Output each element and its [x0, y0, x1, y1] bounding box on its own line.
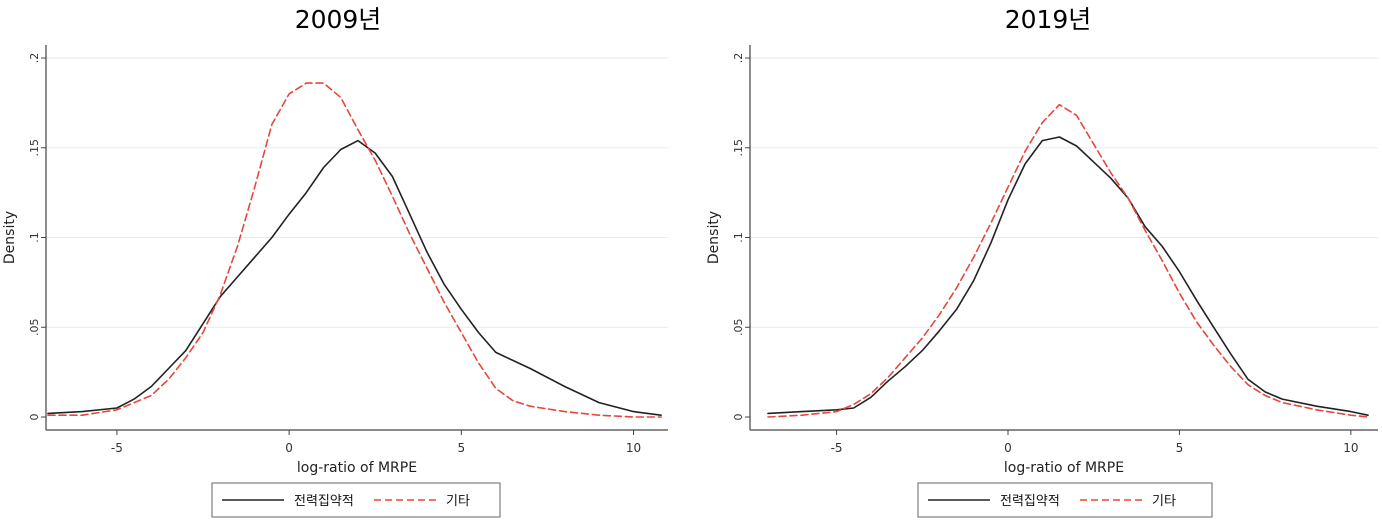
- y-axis-label: Density: [2, 211, 18, 264]
- y-tick-label: .2: [28, 53, 41, 64]
- legend: 전력집약적 기타: [211, 482, 501, 518]
- y-tick-label: .15: [28, 139, 41, 157]
- x-tick-label: 10: [626, 441, 641, 455]
- y-tick-label: .05: [28, 319, 41, 337]
- y-tick-label: 0: [732, 414, 745, 421]
- chart-svg: 2009년 0 .05 .1 .15 .2 -5 0 5 10 log-ratio of MRPE D…: [2, 5, 668, 518]
- legend: 전력집약적 기타: [917, 482, 1213, 518]
- legend-label-power-intensive: 전력집약적: [1000, 494, 1060, 509]
- x-axis-label: log-ratio of MRPE: [297, 460, 417, 476]
- series-line-power-intensive: [767, 136, 1369, 417]
- x-tick-label: 0: [1004, 441, 1012, 455]
- chart-title: 2019년: [1005, 5, 1092, 34]
- legend-label-power-intensive: 전력집약적: [294, 494, 354, 509]
- y-tick-label: .15: [732, 139, 745, 157]
- legend-label-other: 기타: [446, 494, 470, 509]
- x-tick-label: -5: [111, 441, 123, 455]
- chart-panel-2019: 2019년 0 .05 .1 .15 .2 -5 0 5 10 log-ratio of MRPE D…: [700, 0, 1382, 521]
- y-tick-label: .1: [732, 232, 745, 243]
- x-tick-label: 10: [1343, 441, 1358, 455]
- chart-panel-2009: 2009년 0 .05 .1 .15 .2 -5 0 5 10 log-ratio of MRPE D…: [0, 0, 682, 521]
- legend-label-other: 기타: [1152, 494, 1176, 509]
- y-tick-label: .2: [732, 53, 745, 64]
- x-tick-label: -5: [831, 441, 843, 455]
- chart-title: 2009년: [295, 5, 382, 34]
- y-axis-label: Density: [706, 211, 722, 264]
- x-tick-label: 5: [458, 441, 466, 455]
- y-tick-label: .1: [28, 232, 41, 243]
- series-line-other: [47, 82, 662, 418]
- x-axis-label: log-ratio of MRPE: [1004, 460, 1124, 476]
- x-tick-label: 0: [285, 441, 293, 455]
- chart-svg: 2019년 0 .05 .1 .15 .2 -5 0 5 10 log-ratio of MRPE D…: [706, 5, 1378, 518]
- series-line-other: [767, 103, 1369, 418]
- series-line-power-intensive: [47, 139, 662, 417]
- x-tick-label: 5: [1176, 441, 1184, 455]
- y-tick-label: 0: [28, 414, 41, 421]
- y-tick-label: .05: [732, 319, 745, 337]
